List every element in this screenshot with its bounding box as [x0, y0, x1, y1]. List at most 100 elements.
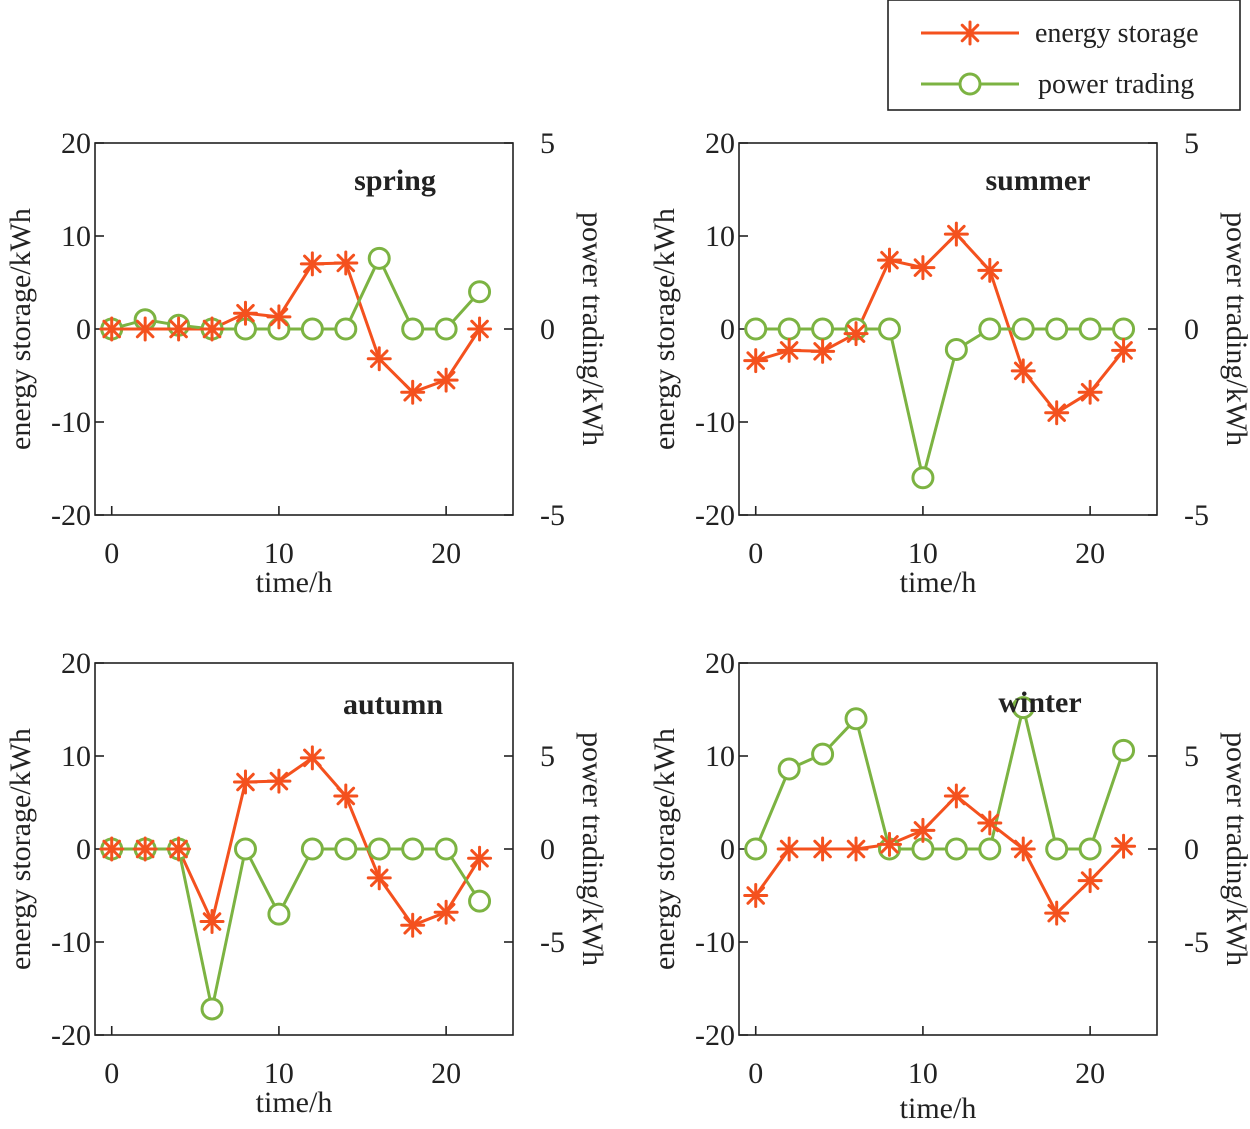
left-tick-label: -10 — [695, 406, 735, 439]
energy-storage-point — [166, 316, 192, 342]
panel-title: spring — [354, 164, 436, 197]
x-tick-label: 20 — [1075, 1057, 1105, 1090]
power-trading-point — [1011, 696, 1035, 720]
energy-storage-point — [1044, 900, 1070, 926]
left-tick-label: -10 — [695, 926, 735, 959]
x-tick-label: 0 — [748, 537, 763, 570]
energy-storage-point — [99, 836, 125, 862]
legend-label-energy-storage: energy storage — [1035, 18, 1199, 49]
energy-storage-point — [166, 836, 192, 862]
left-tick-label: 20 — [705, 127, 735, 160]
energy-storage-point — [1077, 868, 1103, 894]
energy-storage-point — [266, 768, 292, 794]
left-tick-label: 10 — [705, 740, 735, 773]
energy-storage-point — [810, 338, 836, 364]
energy-storage-point — [433, 899, 459, 925]
right-tick-label: -5 — [540, 926, 565, 959]
energy-storage-point — [843, 836, 869, 862]
right-tick-label: 5 — [540, 127, 555, 160]
right-y-axis-label: power trading/kWh — [576, 732, 609, 966]
left-tick-label: 20 — [61, 647, 91, 680]
power-trading-point — [401, 317, 425, 341]
left-y-axis-label: energy storage/kWh — [648, 728, 681, 970]
right-y-axis-label: power trading/kWh — [1220, 212, 1250, 446]
energy-storage-point — [333, 250, 359, 276]
right-tick-label: 5 — [1184, 127, 1199, 160]
power-trading-point — [300, 317, 324, 341]
energy-storage-point — [299, 745, 325, 771]
energy-storage-line — [111, 756, 481, 927]
energy-storage-point — [366, 865, 392, 891]
energy-storage-line — [754, 794, 1125, 915]
energy-storage-point — [266, 304, 292, 330]
power-trading-point — [367, 837, 391, 861]
energy-storage-point — [400, 379, 426, 405]
power-trading-point — [1078, 837, 1102, 861]
left-tick-label: 20 — [705, 647, 735, 680]
left-y-axis-label: energy storage/kWh — [648, 208, 681, 450]
right-tick-label: 5 — [1184, 740, 1199, 773]
left-tick-label: 10 — [705, 220, 735, 253]
panel-title: summer — [986, 164, 1091, 197]
right-tick-label: -5 — [1184, 926, 1209, 959]
power-trading-point — [468, 889, 492, 913]
energy-storage-point — [199, 909, 225, 935]
power-trading-point — [334, 317, 358, 341]
x-axis-label: time/h — [256, 1086, 333, 1119]
legend-label-power-trading: power trading — [1038, 69, 1194, 100]
left-tick-label: 0 — [76, 833, 91, 866]
energy-storage-point — [776, 337, 802, 363]
legend-asterisk-mark — [957, 20, 983, 46]
right-tick-label: 0 — [540, 313, 555, 346]
energy-storage-point — [1111, 337, 1137, 363]
power-trading-point — [777, 757, 801, 781]
energy-storage-point — [743, 883, 769, 908]
energy-storage-point — [366, 346, 392, 372]
x-axis-label: time/h — [900, 1092, 977, 1125]
left-tick-label: -20 — [695, 1019, 735, 1052]
energy-storage-point — [232, 769, 258, 795]
x-tick-label: 0 — [104, 1057, 119, 1090]
panel-winter: -20 -10 0 10 20 -5 0 5 0 10 20 time/h energy storage… — [648, 647, 1250, 1125]
energy-storage-point — [743, 348, 769, 374]
energy-storage-point — [776, 836, 802, 862]
energy-storage-point — [1010, 358, 1036, 384]
power-trading-point — [744, 837, 768, 861]
right-tick-label: 0 — [540, 833, 555, 866]
energy-storage-point — [132, 316, 158, 342]
energy-storage-point — [843, 321, 869, 347]
x-tick-label: 20 — [431, 537, 461, 570]
left-tick-label: -20 — [51, 1019, 91, 1052]
energy-storage-point — [1111, 833, 1137, 859]
power-trading-point — [233, 837, 257, 861]
power-trading-point — [334, 837, 358, 861]
power-trading-point — [844, 707, 868, 731]
legend: energy storage power trading — [887, 0, 1241, 111]
energy-storage-line — [755, 232, 1125, 415]
energy-storage-point — [232, 300, 258, 326]
power-trading-point — [978, 317, 1002, 341]
energy-storage-point — [1010, 836, 1036, 862]
power-trading-point — [300, 837, 324, 861]
left-tick-label: 0 — [76, 313, 91, 346]
energy-storage-point — [433, 367, 459, 393]
energy-storage-point — [910, 255, 936, 281]
x-axis-label: time/h — [900, 566, 977, 599]
legend-entry-power-trading: power trading — [921, 69, 1194, 100]
x-tick-label: 0 — [104, 537, 119, 570]
power-trading-point — [1011, 317, 1035, 341]
x-tick-label: 0 — [748, 1057, 763, 1090]
power-trading-point — [1045, 837, 1069, 861]
power-trading-line — [754, 706, 1126, 851]
power-trading-point — [401, 837, 425, 861]
x-axis-label: time/h — [256, 566, 333, 599]
left-tick-label: 10 — [61, 740, 91, 773]
energy-storage-point — [467, 316, 493, 342]
right-y-axis-label: power trading/kWh — [1220, 732, 1250, 966]
left-y-axis-label: energy storage/kWh — [4, 728, 37, 970]
power-trading-point — [434, 317, 458, 341]
x-tick-label: 10 — [264, 1057, 294, 1090]
legend-box — [887, 0, 1241, 111]
power-trading-point — [811, 742, 835, 766]
right-tick-label: 5 — [540, 740, 555, 773]
